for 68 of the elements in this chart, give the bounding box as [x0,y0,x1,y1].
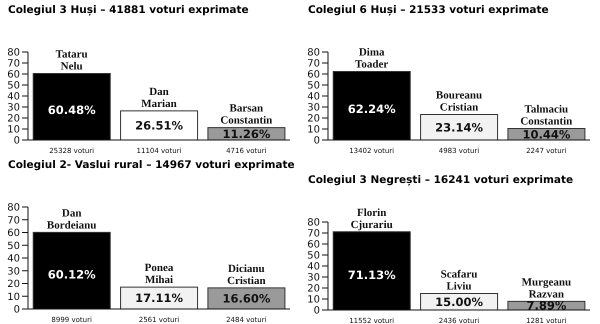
y-tick-label: 20 [7,279,20,290]
data-label: 11.26% [222,126,271,141]
y-tick-label: 20 [307,284,320,295]
annotation: Florin Cjurariu [350,206,393,231]
annotation: Scafaru Liviu [440,268,478,292]
annotation: Dicianu Cristian [227,262,266,287]
bar [332,71,411,140]
y-tick-label: 20 [7,114,20,125]
y-tick-label: 30 [7,102,20,114]
annotation: Tataru Nelu [56,48,88,72]
data-label: 10.44% [522,127,571,142]
annotation: Ponea Mihai [144,262,174,286]
y-tick-label: 10 [307,124,320,136]
y-tick-label: 0 [14,304,20,316]
data-label: 7.89% [526,298,567,313]
y-tick-label: 50 [7,240,20,252]
y-tick-label: 80 [307,48,320,59]
y-tick-label: 40 [307,262,320,273]
annotation: Talmaciu Constantin [520,104,572,128]
chart-title: Colegiul 2- Vaslui rural – 14967 voturi exprimate [7,158,296,173]
y-tick-label: 70 [307,58,320,70]
y-tick-label: 80 [7,48,20,59]
y-tick-label: 60 [7,70,20,81]
data-label: 60.48% [48,103,96,118]
data-label: 62.24% [348,102,396,116]
bar [32,72,111,140]
data-label: 71.13% [348,268,396,282]
data-label: 60.12% [48,268,96,282]
annotation: Dan Bordeianu [46,207,96,232]
y-tick-label: 30 [7,266,20,278]
y-tick-label: 50 [307,250,320,262]
data-label: 16.60% [222,291,271,306]
y-tick-label: 40 [7,254,20,265]
annotation: Murgeanu Razvan [522,276,572,300]
chart-title: Colegiul 3 Negrești – 16241 voturi exprimate [307,173,574,188]
y-tick-label: 60 [307,70,320,81]
y-tick-label: 0 [14,136,20,147]
y-tick-label: 70 [307,228,320,240]
y-tick-label: 0 [314,136,320,147]
y-tick-label: 10 [307,294,320,306]
y-tick-label: 50 [7,80,20,92]
y-tick-label: 0 [314,306,320,317]
y-tick-label: 10 [7,124,20,136]
y-tick-label: 40 [307,92,320,103]
y-tick-label: 60 [7,228,20,240]
y-tick-label: 20 [307,114,320,125]
y-tick-label: 40 [7,92,20,103]
data-label: 17.11% [135,291,184,306]
y-tick-label: 50 [307,80,320,92]
bar [332,231,411,310]
annotation: Barsan Constantin [220,102,272,127]
annotation: Dima Toader [355,46,388,71]
y-tick-label: 80 [307,218,320,229]
y-tick-label: 60 [307,240,320,251]
y-tick-label: 30 [307,272,320,284]
y-tick-label: 80 [7,202,20,214]
chart-title: Colegiul 6 Huși – 21533 voturi exprimate [307,3,550,18]
annotation: Boureanu Cristian [436,90,482,114]
data-label: 15.00% [435,294,484,309]
y-tick-label: 10 [7,292,20,303]
y-tick-label: 70 [7,58,20,70]
data-label: 26.51% [135,118,184,132]
y-tick-label: 30 [307,102,320,114]
bar [32,232,111,309]
annotation: Dan Marian [141,86,177,110]
data-label: 23.14% [435,120,484,134]
y-tick-label: 70 [7,215,20,226]
chart-title: Colegiul 3 Huși – 41881 voturi exprimate [7,3,250,18]
